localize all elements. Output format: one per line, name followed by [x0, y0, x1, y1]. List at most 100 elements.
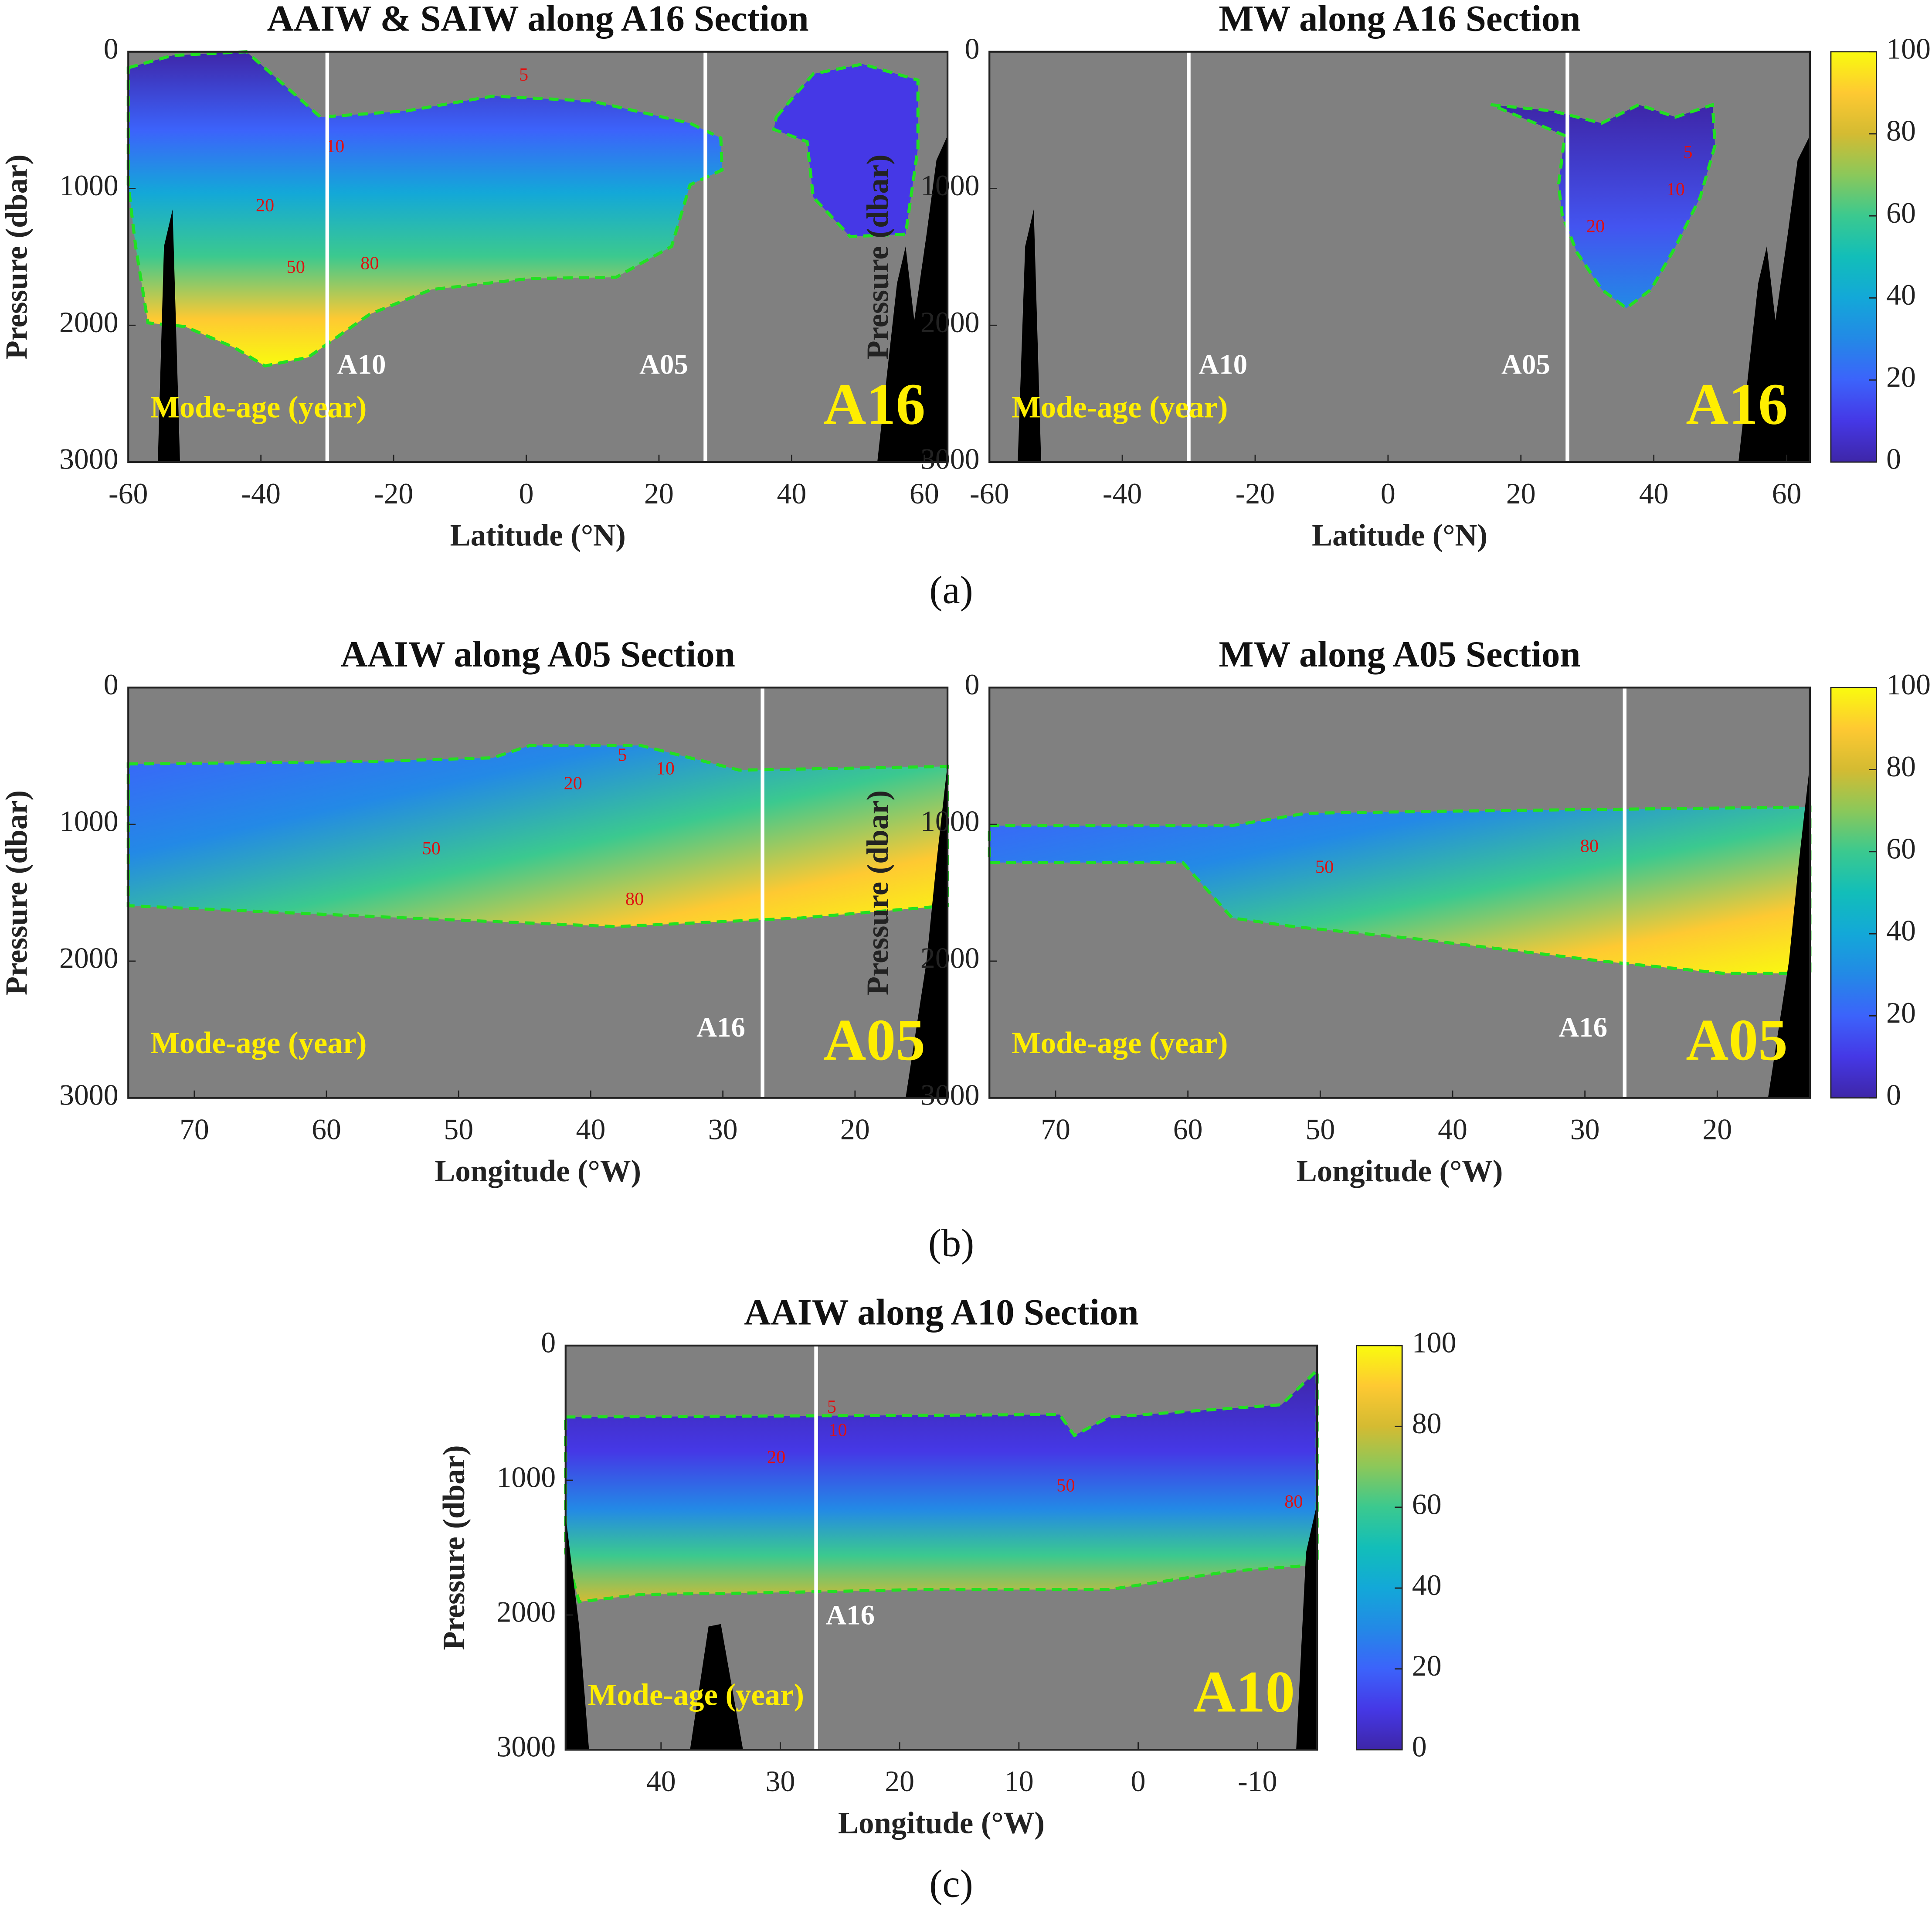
x-tick-label: -10 [1238, 1765, 1277, 1798]
panel: 50 80 A16 A05 Mode-age (year) 70 60 50 40 30 20 0 10… [861, 634, 1931, 1188]
x-tick-label: 20 [644, 477, 674, 510]
contour-label: 80 [625, 889, 644, 909]
bathymetry [690, 1624, 743, 1750]
x-tick-label: 0 [1381, 477, 1396, 510]
panel-label: (b) [928, 1221, 974, 1265]
y-axis-label: Pressure (dbar) [437, 1445, 471, 1650]
contour-label: 20 [767, 1447, 785, 1468]
y-tick-label: 3000 [920, 443, 980, 476]
bathymetry [905, 764, 948, 1098]
bathymetry [158, 209, 180, 462]
contour-label: 20 [256, 195, 274, 216]
x-tick-label: 50 [1305, 1113, 1335, 1146]
colorbar-tick-label: 80 [1412, 1407, 1442, 1440]
contour-label: 5 [827, 1397, 836, 1417]
x-tick-label: 20 [1506, 477, 1536, 510]
chart-title: AAIW along A10 Section [744, 1292, 1138, 1333]
annotation: Mode-age (year) [1012, 391, 1228, 425]
contour-label: 20 [564, 773, 582, 793]
x-tick-label: 70 [180, 1113, 209, 1146]
chart-title: MW along A16 Section [1219, 0, 1581, 39]
colorbar-tick-label: 0 [1412, 1731, 1427, 1763]
y-tick-label: 0 [541, 1326, 556, 1359]
bathymetry [877, 135, 948, 462]
colorbar [1356, 1345, 1403, 1751]
x-tick-label: 60 [910, 477, 939, 510]
y-tick-label: 0 [104, 668, 119, 701]
water-mass-field [126, 744, 949, 928]
panel-label: (c) [929, 1861, 973, 1905]
section-name: A05 [1686, 1007, 1788, 1073]
water-mass-field [564, 1367, 1319, 1604]
x-tick-label: 70 [1041, 1113, 1070, 1146]
y-tick-label: 3000 [497, 1731, 556, 1763]
x-tick-label: -40 [241, 477, 280, 510]
y-tick-label: 2000 [59, 306, 119, 339]
x-tick-label: -60 [109, 477, 148, 510]
bathymetry [1018, 209, 1041, 462]
x-tick-label: 30 [708, 1113, 738, 1146]
y-tick-label: 3000 [59, 443, 119, 476]
plot-frame [988, 51, 1811, 463]
section-line-label: A10 [337, 349, 386, 380]
plot-frame [127, 687, 949, 1099]
contour-label: 10 [828, 1420, 847, 1440]
chart-title: MW along A05 Section [1219, 634, 1581, 675]
y-tick-label: 1000 [920, 805, 980, 838]
x-tick-label: 40 [1438, 1113, 1467, 1146]
section-line-label: A05 [1501, 349, 1550, 380]
contour-label: 20 [1586, 216, 1605, 237]
x-tick-label: 20 [840, 1113, 870, 1146]
contour-label: 50 [287, 257, 305, 277]
contour-label: 5 [1683, 142, 1692, 163]
annotation: Mode-age (year) [1012, 1026, 1228, 1060]
y-tick-label: 1000 [59, 805, 119, 838]
colorbar-tick-label: 40 [1412, 1569, 1442, 1601]
section-name: A16 [1686, 371, 1788, 437]
colorbar-tick-label: 60 [1886, 197, 1916, 229]
section-line-label: A16 [1559, 1012, 1607, 1043]
colorbar-tick-label: 60 [1886, 832, 1916, 865]
annotation: Mode-age (year) [150, 391, 367, 425]
x-tick-label: -20 [374, 477, 413, 510]
contour-label: 10 [1667, 179, 1685, 200]
y-axis-label: Pressure (dbar) [0, 790, 34, 995]
water-mass-field [126, 50, 724, 368]
chart-title: AAIW & SAIW along A16 Section [267, 0, 809, 39]
y-tick-label: 1000 [497, 1461, 556, 1494]
x-tick-label: 40 [646, 1765, 676, 1798]
y-tick-label: 0 [965, 668, 980, 701]
chart-title: AAIW along A05 Section [340, 634, 735, 675]
plot-frame [127, 51, 949, 463]
y-tick-label: 1000 [59, 169, 119, 202]
section-line-label: A16 [696, 1012, 745, 1043]
x-axis-label: Longitude (°W) [838, 1806, 1045, 1840]
bathymetry [1296, 1503, 1317, 1750]
contour-label: 50 [422, 838, 440, 859]
y-tick-label: 2000 [497, 1596, 556, 1629]
y-axis-label: Pressure (dbar) [861, 790, 895, 995]
x-axis-label: Latitude (°N) [1312, 519, 1487, 553]
section-line-label: A05 [639, 349, 688, 380]
annotation: Mode-age (year) [588, 1678, 804, 1712]
bathymetry [1768, 764, 1810, 1098]
x-tick-label: 40 [777, 477, 806, 510]
x-tick-label: 50 [444, 1113, 473, 1146]
colorbar-tick-label: 20 [1886, 996, 1916, 1029]
y-axis-label: Pressure (dbar) [861, 154, 895, 359]
x-tick-label: 20 [1702, 1113, 1732, 1146]
contour-label: 5 [519, 65, 528, 85]
contour-label: 80 [360, 253, 379, 273]
plot-frame [564, 1344, 1318, 1751]
water-mass-field [988, 805, 1812, 975]
water-mass-field [1490, 102, 1717, 310]
y-tick-label: 0 [965, 32, 980, 65]
contour-label: 80 [1580, 836, 1599, 857]
section-name: A10 [1193, 1659, 1295, 1724]
colorbar-tick-label: 100 [1412, 1326, 1457, 1359]
contour-label: 5 [618, 745, 627, 765]
water-mass-field [772, 62, 920, 238]
section-name: A16 [824, 371, 926, 437]
